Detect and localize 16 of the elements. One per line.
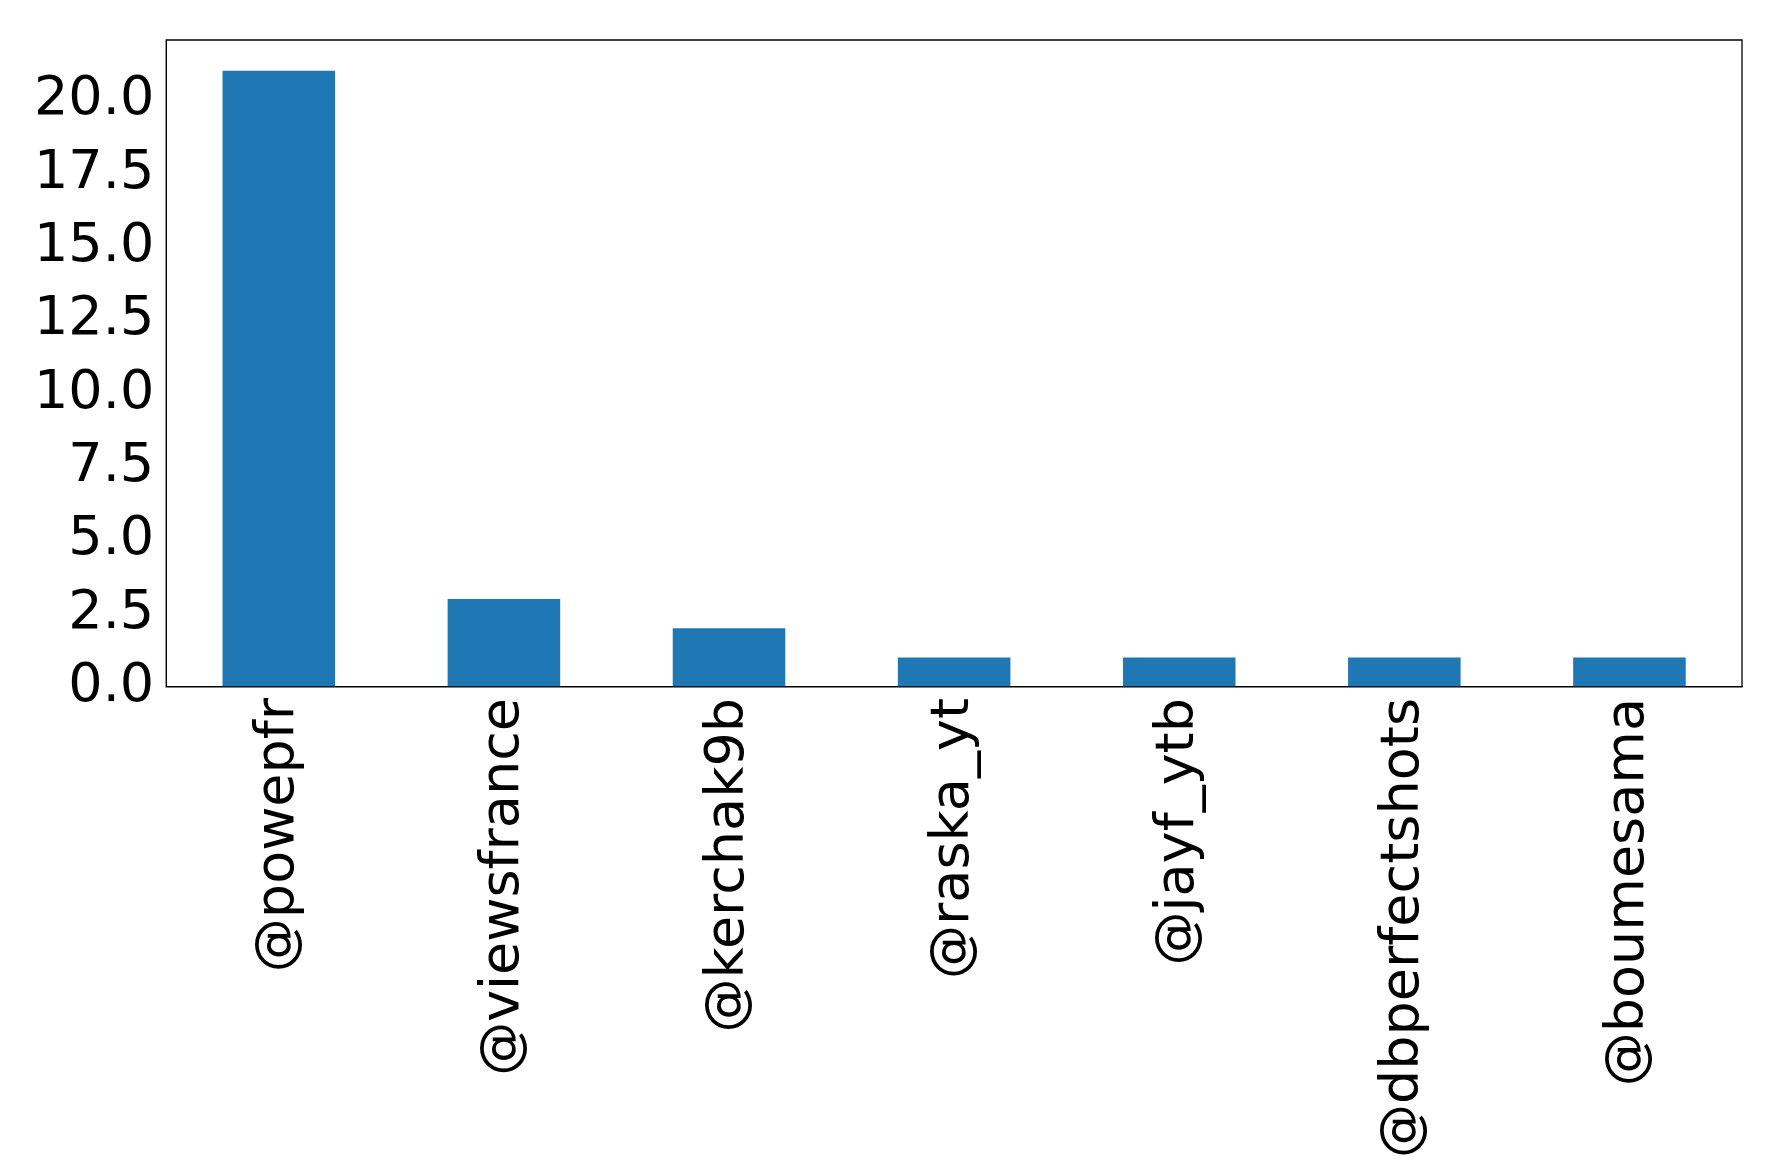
y-tick-label: 5.0 [68,504,155,568]
x-tick-label: @dbperfectshots [1368,697,1432,1159]
y-tick-label: 2.5 [68,577,155,641]
x-tick-label: @raska_yt [918,697,982,979]
y-tick-label: 0.0 [68,650,155,714]
x-tick-label: @kerchak9b [693,697,757,1033]
y-tick-label: 20.0 [34,64,155,128]
y-tick-label: 17.5 [34,137,155,201]
x-tick-label: @powepfr [242,697,306,973]
x-tick-label: @viewsfrance [467,697,531,1076]
x-tick-label: @jayf_ytb [1143,697,1207,966]
y-tick-label: 10.0 [34,357,155,421]
y-tick-label: 12.5 [34,284,155,348]
y-tick-label: 15.0 [34,210,155,274]
y-tick-label: 7.5 [68,430,155,494]
x-tick-label: @boumesama [1593,697,1657,1087]
